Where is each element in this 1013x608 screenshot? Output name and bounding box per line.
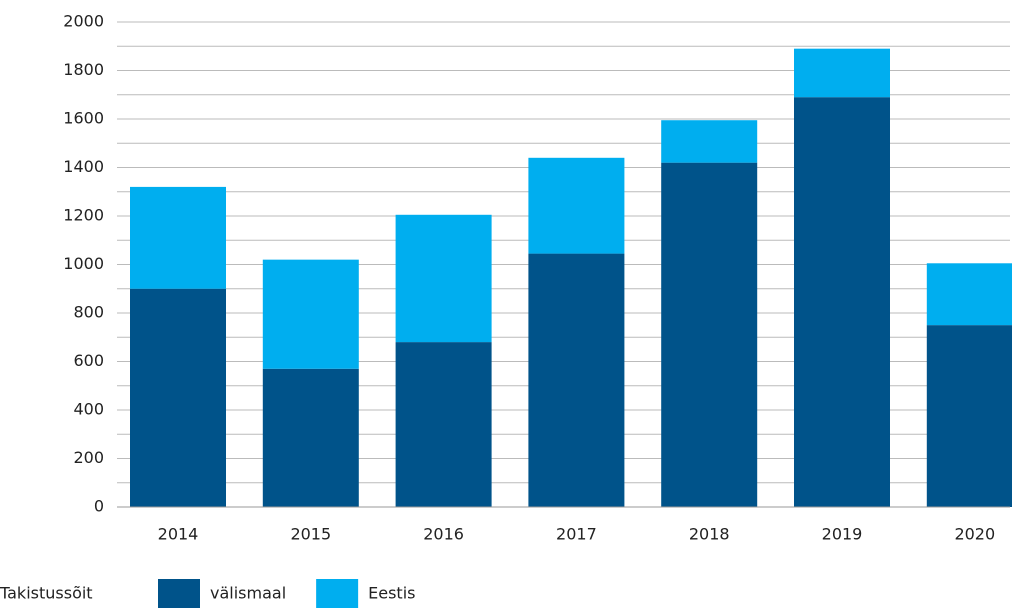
y-tick-label: 1800 (63, 60, 104, 79)
bar-segment (528, 157, 625, 254)
bar-segment (661, 120, 758, 163)
legend-label: välismaal (210, 584, 286, 603)
y-tick-label: 1000 (63, 254, 104, 273)
y-tick-label: 600 (73, 351, 104, 370)
x-tick-label: 2015 (290, 525, 331, 544)
bar-segment (395, 342, 492, 507)
legend-title: Takistussõit (0, 584, 93, 603)
bar-segment (395, 214, 492, 343)
y-tick-label: 1400 (63, 157, 104, 176)
y-tick-label: 2000 (63, 12, 104, 31)
bar-segment (926, 325, 1012, 507)
y-tick-label: 800 (73, 303, 104, 322)
x-tick-label: 2019 (822, 525, 863, 544)
bar-segment (794, 97, 890, 508)
bar-segment (130, 288, 226, 507)
y-tick-label: 0 (94, 497, 104, 516)
bar-segment (661, 162, 758, 507)
bar-segment (262, 368, 359, 507)
y-tick-label: 200 (73, 448, 104, 467)
legend-swatch (158, 579, 200, 608)
bar-segment (130, 186, 226, 289)
bar-segment (794, 48, 890, 98)
bar-segment (528, 253, 625, 507)
bar-segment (262, 259, 359, 369)
x-tick-label: 2017 (556, 525, 597, 544)
x-tick-label: 2018 (689, 525, 730, 544)
y-tick-label: 1200 (63, 206, 104, 225)
y-tick-label: 400 (73, 400, 104, 419)
legend-swatch (316, 579, 359, 608)
x-tick-label: 2014 (158, 525, 199, 544)
x-tick-label: 2020 (954, 525, 995, 544)
bar-segment (926, 263, 1012, 326)
y-tick-label: 1600 (63, 109, 104, 128)
x-tick-label: 2016 (423, 525, 464, 544)
legend-label: Eestis (368, 584, 415, 603)
